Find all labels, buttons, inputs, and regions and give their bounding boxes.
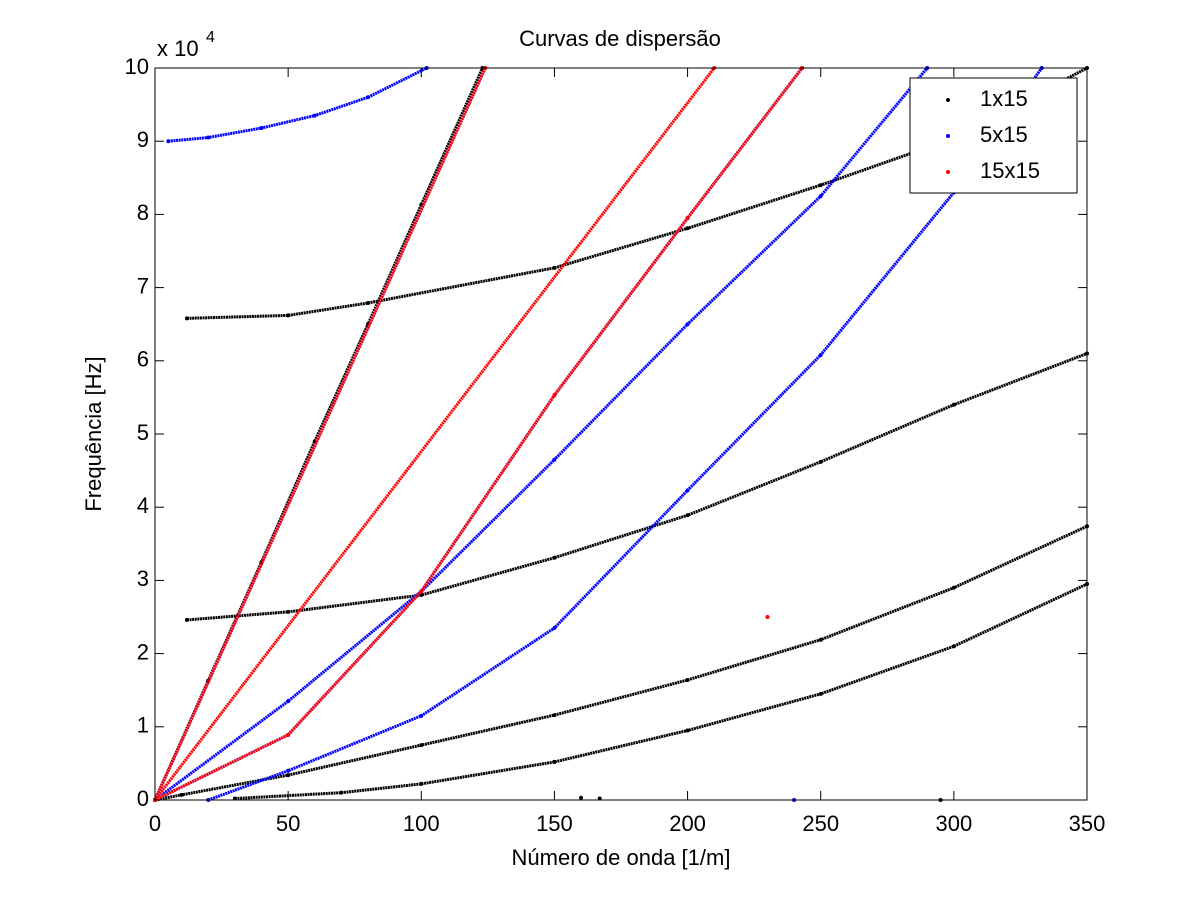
data-point (419, 743, 424, 748)
data-point (818, 691, 823, 696)
data-point (206, 135, 211, 140)
y-tick-label: 3 (137, 566, 149, 591)
x-tick-label: 350 (1069, 811, 1106, 836)
data-point (685, 226, 690, 231)
dispersion-curve (186, 352, 1088, 622)
data-point (579, 795, 584, 800)
legend-marker (946, 134, 950, 138)
legend-marker (946, 170, 950, 174)
y-tick-label: 10 (125, 54, 149, 79)
x-tick-label: 50 (276, 811, 300, 836)
data-point (951, 644, 956, 649)
y-multiplier-exponent: 4 (206, 29, 215, 46)
data-point (552, 555, 557, 560)
data-point (685, 513, 690, 518)
y-tick-label: 6 (137, 347, 149, 372)
data-point (286, 609, 291, 614)
data-point (552, 265, 557, 270)
data-point (366, 95, 371, 100)
dispersion-curve (154, 67, 804, 802)
legend-label: 5x15 (980, 122, 1028, 147)
x-tick-label: 0 (149, 811, 161, 836)
y-tick-label: 8 (137, 200, 149, 225)
data-point (818, 459, 823, 464)
data-point (419, 713, 424, 718)
legend: 1x15 5x15 15x15 (909, 77, 1078, 194)
data-point (366, 300, 371, 305)
data-point (552, 393, 557, 398)
data-point (184, 617, 189, 622)
data-point (286, 699, 291, 704)
y-tick-label: 0 (137, 786, 149, 811)
data-point (765, 615, 770, 619)
data-point (286, 732, 291, 737)
data-point (818, 352, 823, 357)
data-point (818, 194, 823, 199)
data-point (685, 488, 690, 493)
data-point (685, 728, 690, 733)
data-point (552, 713, 557, 718)
legend-label: 1x15 (980, 86, 1028, 111)
y-tick-label: 2 (137, 639, 149, 664)
y-axis-label: Frequência [Hz] (81, 356, 106, 511)
y-tick-label: 7 (137, 273, 149, 298)
dispersion-curve (207, 67, 1043, 802)
x-tick-label: 200 (669, 811, 706, 836)
data-point (951, 402, 956, 407)
y-tick-label: 1 (137, 713, 149, 738)
data-point (312, 113, 317, 118)
x-axis-label: Número de onda [1/m] (512, 845, 731, 870)
legend-marker (946, 98, 950, 102)
dispersion-curve (234, 582, 1088, 801)
data-point (419, 589, 424, 594)
data-point (286, 768, 291, 773)
data-point (685, 216, 690, 221)
x-tick-label: 250 (802, 811, 839, 836)
data-point (552, 759, 557, 764)
dispersion-curve (153, 67, 716, 801)
data-point (166, 139, 171, 144)
chart-title: Curvas de dispersão (519, 26, 721, 51)
legend-label: 15x15 (980, 158, 1040, 183)
y-tick-label: 5 (137, 420, 149, 445)
x-tick-label: 300 (935, 811, 972, 836)
data-point (818, 637, 823, 642)
data-point (339, 790, 344, 795)
data-point (286, 773, 291, 778)
dispersion-curve (153, 67, 487, 801)
data-point (552, 457, 557, 462)
data-point (179, 792, 184, 797)
data-point (951, 585, 956, 590)
dispersion-curve (168, 66, 428, 143)
legend-box (909, 77, 1078, 194)
x-tick-label: 100 (403, 811, 440, 836)
y-tick-label: 4 (137, 493, 149, 518)
y-tick-label: 9 (137, 127, 149, 152)
data-point (286, 313, 291, 318)
data-point (419, 781, 424, 786)
data-point (552, 625, 557, 630)
y-multiplier: x 10 (157, 36, 199, 61)
data-point (184, 316, 189, 321)
data-point (259, 126, 264, 131)
data-point (818, 183, 823, 188)
data-point (685, 322, 690, 327)
x-tick-label: 150 (536, 811, 573, 836)
data-point (685, 677, 690, 682)
